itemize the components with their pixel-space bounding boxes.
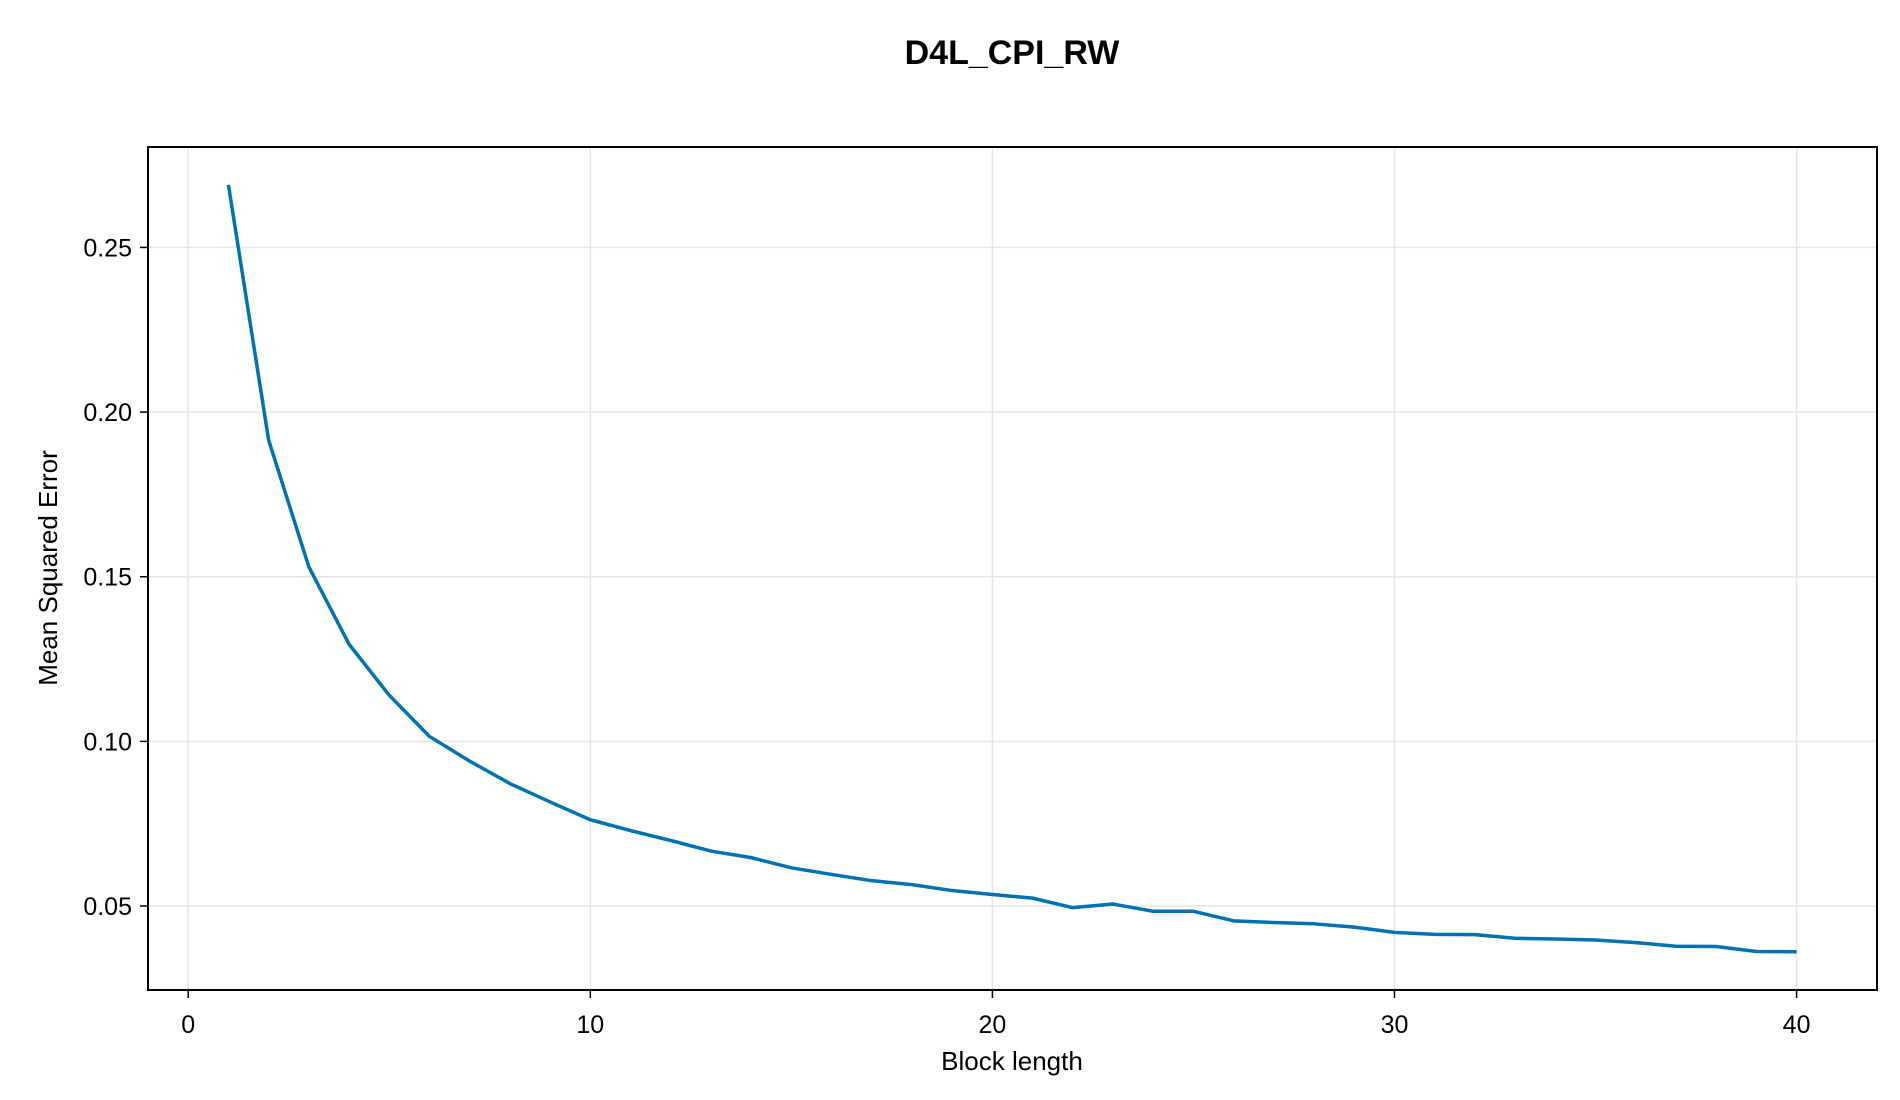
- y-tick-label: 0.15: [83, 564, 132, 592]
- x-axis-label: Block length: [941, 1046, 1083, 1076]
- y-tick-label: 0.20: [83, 399, 132, 427]
- x-tick-label: 0: [181, 1011, 195, 1039]
- plot-frame: [147, 146, 1878, 991]
- chart-title: D4L_CPI_RW: [905, 34, 1121, 72]
- x-tick-label: 40: [1783, 1011, 1811, 1039]
- x-tick-label: 10: [576, 1011, 604, 1039]
- x-tick-label: 30: [1381, 1011, 1409, 1039]
- grid-lines: [148, 147, 1877, 990]
- mse-series-line: [226, 184, 1797, 954]
- y-axis-label: Mean Squared Error: [33, 450, 63, 686]
- y-tick-label: 0.25: [83, 234, 132, 262]
- y-tick-label: 0.10: [83, 728, 132, 756]
- axis-ticks: 0 10 20 30 40 0.05 0.10 0.15 0.20 0.25: [83, 234, 1810, 1039]
- x-tick-label: 20: [978, 1011, 1006, 1039]
- y-tick-label: 0.05: [83, 893, 132, 921]
